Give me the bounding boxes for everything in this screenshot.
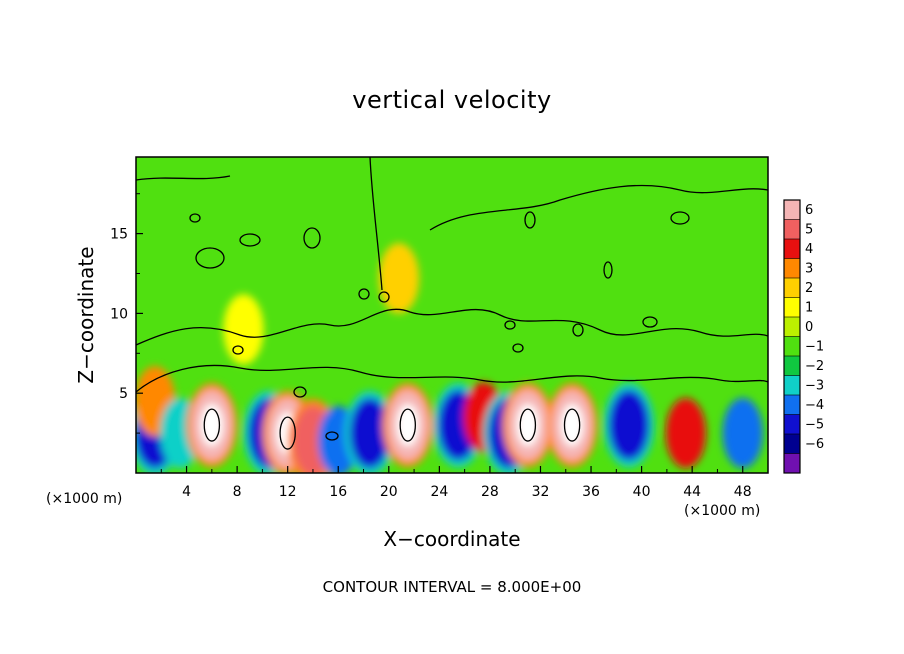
x-tick-label: 12 [279, 484, 297, 500]
contour-loop [512, 343, 524, 353]
colorbar-swatch [784, 453, 800, 474]
updraft-contours [203, 408, 581, 450]
colorbar-swatch [784, 336, 800, 357]
x-tick-label: 36 [582, 484, 600, 500]
velocity-cell [722, 397, 763, 469]
colorbar-swatch [784, 278, 800, 298]
colorbar-swatch [784, 375, 800, 396]
contour-loop [378, 291, 390, 303]
y-tick-label: 10 [110, 306, 128, 322]
colorbar-label: 2 [805, 281, 813, 296]
colorbar-swatch [784, 434, 800, 454]
colorbar-swatch [784, 239, 800, 259]
contour-interval-note: CONTOUR INTERVAL = 8.000E+00 [322, 578, 582, 596]
colorbar-label: −4 [805, 398, 824, 413]
x-tick-label: 48 [734, 484, 752, 500]
colorbar-label: −5 [805, 417, 824, 432]
contour-line [136, 308, 768, 346]
updraft-contour [203, 408, 221, 442]
contour-loop [642, 316, 658, 328]
contour-loop [670, 211, 690, 225]
colorbar-label: 3 [805, 261, 813, 276]
contour-loop [303, 227, 321, 249]
contour-loop [232, 345, 244, 355]
velocity-cell [665, 397, 707, 469]
colorbar-label: 4 [805, 242, 813, 257]
velocity-cell [378, 243, 420, 314]
x-tick-label: 8 [233, 484, 242, 500]
x-tick-label: 16 [329, 484, 347, 500]
x-axis-ticks: 4 8 12 16 20 24 28 32 36 40 44 48 [160, 466, 752, 500]
x-tick-label: 20 [380, 484, 398, 500]
updraft-contour [519, 408, 537, 442]
contour-line [429, 184, 768, 231]
colorbar-label: −6 [805, 437, 824, 452]
velocity-cell [608, 390, 650, 461]
contour-loop [603, 261, 613, 279]
contour-loop [195, 247, 225, 269]
contour-loop [358, 288, 370, 300]
contour-loop [524, 211, 536, 229]
plot-frame [135, 156, 769, 474]
x-unit-label-right: (×1000 m) [684, 503, 761, 519]
colorbar-swatch [784, 258, 800, 279]
contour-lines [136, 157, 768, 441]
contour-line [136, 175, 231, 181]
x-tick-label: 28 [481, 484, 499, 500]
colorbar-swatch [784, 200, 800, 220]
x-tick-label: 32 [532, 484, 550, 500]
contour-loop [239, 233, 261, 247]
x-tick-label: 4 [182, 484, 191, 500]
contour-line [136, 364, 768, 393]
colorbar-label: 6 [805, 203, 813, 218]
colorbar-label: −1 [805, 339, 824, 354]
colorbar-swatch [784, 317, 800, 337]
colorbar-swatch [784, 395, 800, 415]
updraft-contour [279, 416, 296, 450]
contour-loop [189, 213, 201, 223]
updraft-contour [399, 408, 416, 442]
x-tick-label: 24 [430, 484, 448, 500]
chart-title: vertical velocity [352, 86, 552, 114]
contour-loop [572, 323, 584, 337]
contour-loop [325, 431, 339, 441]
y-tick-label: 15 [110, 227, 128, 243]
colorbar-label: −3 [805, 378, 824, 393]
colorbar-label: 1 [805, 300, 813, 315]
x-axis-label: X−coordinate [383, 527, 521, 551]
velocity-cell [223, 294, 264, 365]
contour-line [369, 157, 383, 291]
updraft-contour [563, 408, 581, 442]
x-tick-label: 44 [683, 484, 701, 500]
velocity-cell [349, 397, 391, 469]
colorbar: 6 5 4 3 2 1 0 −1 −2 −3 −4 −5 −6 [783, 199, 824, 474]
colorbar-label: 0 [805, 320, 813, 335]
contour-loop [504, 320, 516, 330]
colorbar-swatch [784, 219, 800, 240]
y-tick-label: 5 [119, 386, 128, 402]
colorbar-swatch [784, 414, 800, 435]
contour-loop [293, 386, 307, 398]
x-unit-label-left: (×1000 m) [46, 491, 123, 507]
y-axis-ticks: 5 10 15 [110, 193, 143, 434]
colorbar-swatch [784, 356, 800, 376]
colorbar-label: −2 [805, 359, 824, 374]
colorbar-swatch [784, 297, 800, 318]
colorbar-label: 5 [805, 222, 813, 237]
x-tick-label: 40 [633, 484, 651, 500]
